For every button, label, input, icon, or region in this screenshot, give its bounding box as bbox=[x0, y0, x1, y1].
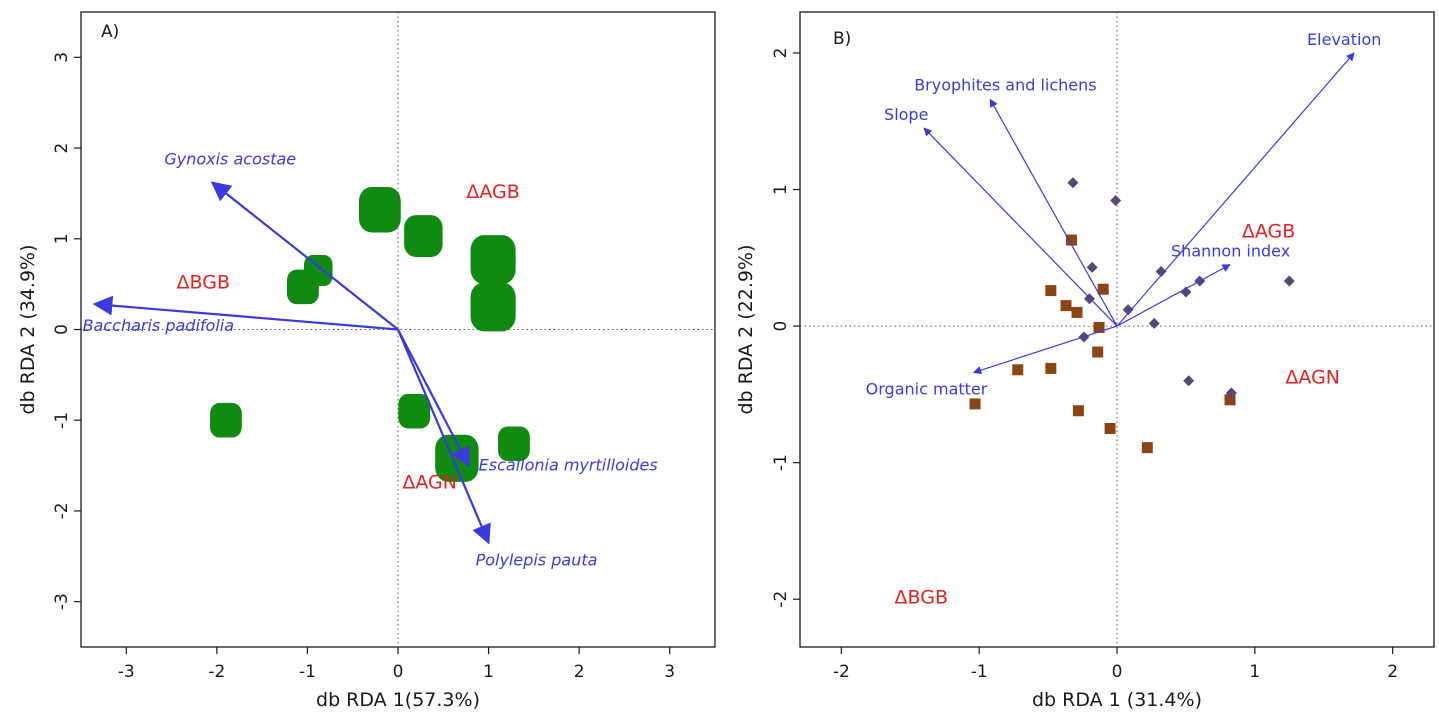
a-ytick-label: 2 bbox=[52, 143, 72, 154]
b-diamond-point bbox=[1110, 194, 1122, 206]
a-xtick-label: 2 bbox=[574, 662, 585, 682]
b-square-point bbox=[1104, 423, 1116, 435]
b-square-point bbox=[1092, 346, 1104, 358]
b-square-point bbox=[1093, 321, 1105, 333]
b-square-point bbox=[1097, 283, 1109, 295]
a-site-bubble bbox=[404, 215, 443, 257]
a-site-bubble bbox=[209, 402, 242, 438]
b-square-point bbox=[1224, 394, 1236, 406]
b-diamond-point bbox=[1180, 286, 1192, 298]
a-vector-label: Escallonia myrtilloides bbox=[479, 456, 658, 475]
b-diamond-point bbox=[1122, 304, 1134, 316]
b-diamond-point bbox=[1283, 275, 1295, 287]
b-vector-label: Shannon index bbox=[1171, 242, 1290, 261]
b-square-point bbox=[1012, 364, 1024, 376]
b-vector-label: Slope bbox=[884, 105, 928, 124]
b-response-label: ΔBGB bbox=[895, 586, 948, 608]
b-square-point bbox=[1141, 442, 1153, 454]
b-vector-label: Bryophites and lichens bbox=[914, 75, 1096, 94]
a-xtick-label: 1 bbox=[483, 662, 494, 682]
panel-a: -3 -2 -1 0 1 2 3 -3 -2 -1 0 1 2 3 db RDA 1(57.3%) db RD… bbox=[17, 11, 716, 711]
b-square-point bbox=[1071, 306, 1083, 318]
b-ytick-label: 0 bbox=[771, 321, 791, 332]
b-panel-label: B) bbox=[833, 29, 851, 49]
b-xtick-label: -1 bbox=[971, 662, 988, 682]
b-vector-label: Elevation bbox=[1307, 30, 1381, 49]
a-response-label: ΔAGN bbox=[402, 471, 457, 493]
a-response-label: ΔBGB bbox=[177, 272, 230, 294]
b-xtick-label: 2 bbox=[1387, 662, 1398, 682]
b-square-point bbox=[1060, 300, 1072, 312]
b-diamond-point bbox=[1155, 265, 1167, 277]
b-ytick-label: 2 bbox=[771, 48, 791, 59]
b-x-axis-label: db RDA 1 (31.4%) bbox=[1032, 689, 1202, 711]
b-diamond-point bbox=[1067, 177, 1079, 189]
b-diamond-point bbox=[1086, 261, 1098, 273]
b-square-point bbox=[1045, 362, 1057, 374]
a-panel-label: A) bbox=[101, 22, 119, 42]
a-vector-arrow bbox=[396, 329, 491, 545]
b-y-axis-label: db RDA 2 (22.9%) bbox=[735, 244, 757, 414]
b-xtick-label: 1 bbox=[1249, 662, 1260, 682]
a-ytick-label: 1 bbox=[52, 233, 72, 244]
b-square-point bbox=[969, 398, 981, 410]
b-vector-arrow bbox=[1116, 52, 1355, 327]
b-vector-arrow bbox=[989, 98, 1118, 327]
b-vector-label: Organic matter bbox=[866, 380, 988, 399]
a-vector-arrow bbox=[210, 181, 399, 331]
b-vector-arrow bbox=[972, 325, 1118, 375]
a-site-bubble bbox=[470, 282, 516, 332]
a-xtick-label: -3 bbox=[118, 662, 135, 682]
a-ytick-label: -3 bbox=[52, 593, 72, 610]
a-site-bubble bbox=[359, 187, 401, 233]
a-ytick-label: -2 bbox=[52, 502, 72, 519]
b-xtick-label: 0 bbox=[1112, 662, 1123, 682]
a-site-bubble bbox=[498, 426, 530, 462]
a-vector-label: Polylepis pauta bbox=[476, 551, 598, 570]
b-diamond-point bbox=[1148, 317, 1160, 329]
b-square-point bbox=[1072, 405, 1084, 417]
a-xtick-label: 3 bbox=[664, 662, 675, 682]
a-site-bubble bbox=[286, 269, 319, 305]
b-diamond-point bbox=[1183, 375, 1195, 387]
b-ytick-label: 1 bbox=[771, 184, 791, 195]
b-response-label: ΔAGN bbox=[1285, 366, 1340, 388]
a-vector-arrow bbox=[92, 295, 399, 331]
panel-b: -2 -1 0 1 2 -2 -1 0 1 2 db RDA 1 (31.4%) db RDA 2 (… bbox=[735, 11, 1435, 711]
b-diamond-point bbox=[1225, 387, 1237, 399]
a-response-label: ΔAGB bbox=[466, 181, 519, 203]
a-vector-label: Baccharis padifolia bbox=[83, 316, 234, 335]
a-site-bubble bbox=[470, 235, 516, 285]
b-vector-arrow bbox=[1116, 264, 1231, 327]
a-xtick-label: -1 bbox=[299, 662, 316, 682]
b-ytick-label: -1 bbox=[771, 454, 791, 471]
b-diamond-point bbox=[1083, 293, 1095, 305]
a-vector-arrow bbox=[397, 328, 470, 468]
a-xtick-label: 0 bbox=[393, 662, 404, 682]
a-ytick-label: -1 bbox=[52, 412, 72, 429]
b-response-label: ΔAGB bbox=[1242, 220, 1295, 242]
a-x-axis-label: db RDA 1(57.3%) bbox=[316, 689, 480, 711]
b-vector-arrow bbox=[923, 127, 1118, 327]
a-vector-label: Gynoxis acostae bbox=[164, 150, 296, 169]
b-xtick-label: -2 bbox=[833, 662, 850, 682]
b-ytick-label: -2 bbox=[771, 591, 791, 608]
b-square-point bbox=[1066, 234, 1078, 246]
a-y-axis-label: db RDA 2 (34.9%) bbox=[17, 244, 39, 414]
b-square-point bbox=[1045, 285, 1057, 297]
a-ytick-label: 3 bbox=[52, 52, 72, 63]
a-ytick-label: 0 bbox=[52, 324, 72, 335]
a-xtick-label: -2 bbox=[208, 662, 225, 682]
a-site-bubble bbox=[398, 393, 431, 429]
